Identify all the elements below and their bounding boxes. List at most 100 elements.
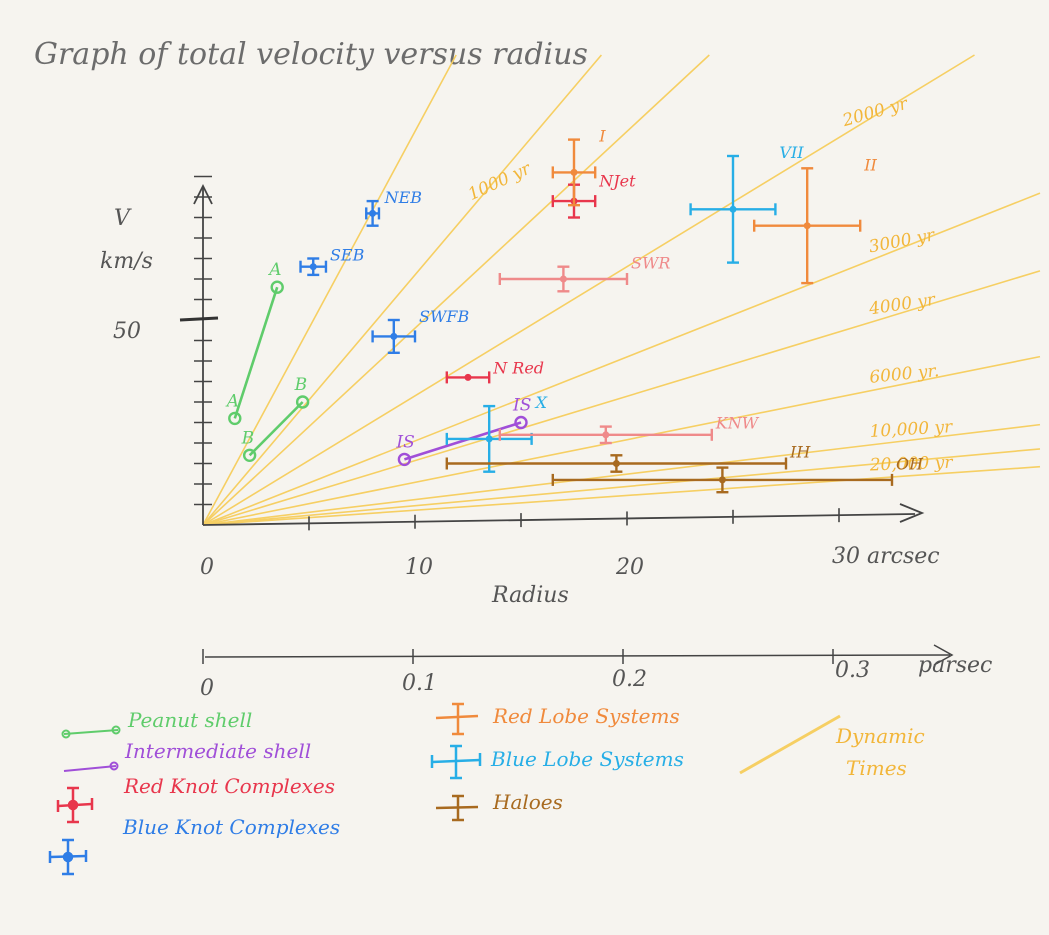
x-tick-label-30: 30 arcsec (832, 544, 940, 569)
parsec-tick-label-0-1: 0.1 (402, 671, 437, 696)
red-knot-complexes-point-label: N Red (492, 358, 544, 377)
peanut-shell-point (228, 411, 242, 426)
axis-ticks (194, 175, 840, 664)
blue-knot-complexes-marker (309, 263, 317, 271)
blue-lobe-systems-point (445, 404, 533, 473)
red-lobe-systems-point (551, 138, 597, 207)
haloes-marker (718, 476, 726, 484)
y-tick-50 (179, 316, 219, 322)
dynamic-time-label: 20,000 yr (868, 453, 953, 476)
dynamic-time-line (202, 54, 603, 526)
blue-knot-complexes-point-label: NEB (384, 188, 423, 207)
red-lobe-systems-point (753, 167, 862, 285)
legend-peanut-marker (111, 725, 121, 735)
dynamic-time-line (202, 423, 1041, 526)
chart-title: Graph of total velocity versus radius (34, 37, 588, 72)
red-knot-complexes-point-label: NJet (598, 172, 636, 191)
red-knot-complexes-marker (464, 373, 472, 381)
peanut-shell-point-label: B (294, 375, 308, 395)
blue-knot-complexes-marker (369, 209, 377, 217)
peanut-shell-point-label: B (241, 428, 255, 448)
unlabelled-point-label: KNW (715, 414, 760, 433)
unlabelled-point (498, 425, 713, 445)
x-tick-label-20: 20 (615, 555, 644, 580)
parsec-unit-label: parsec (918, 653, 992, 678)
haloes-marker (612, 460, 620, 467)
red-lobe-systems-point-label: I (598, 127, 606, 146)
haloes-point-label: OH (896, 455, 924, 474)
legend-peanut-marker (61, 729, 71, 739)
intermediate-shell-point (397, 452, 412, 467)
x-axis-arrow (899, 503, 925, 523)
legend: Peanut shell Intermediate shell Red Knot… (48, 702, 925, 876)
legend-red-knot-marker (56, 786, 94, 824)
x-axis-label: Radius (491, 583, 569, 608)
blue-lobe-systems-point (689, 154, 777, 264)
dynamic-time-label: 6000 yr. (869, 361, 941, 388)
y-axis-arrow (193, 183, 213, 205)
peanut-shell-point (242, 448, 257, 462)
legend-intermediate-marker (109, 761, 119, 771)
blue-lobe-systems-marker (485, 435, 493, 443)
blue-knot-complexes-point-label: SEB (330, 246, 365, 265)
parsec-tick-label-0: 0 (200, 676, 214, 701)
x-tick-label-0: 0 (200, 555, 214, 580)
peanut-shell-point-label: A (267, 260, 281, 280)
legend-peanut-swatch (63, 729, 119, 735)
axes (179, 183, 954, 666)
red-knot-complexes-point (445, 371, 491, 384)
legend-blue-lobe-label: Blue Lobe Systems (490, 747, 684, 771)
legend-red-knot-label: Red Knot Complexes (123, 774, 335, 798)
blue-knot-complexes-marker (390, 332, 398, 340)
haloes-point (445, 454, 788, 473)
intermediate-shell-point (514, 415, 528, 430)
dynamic-time-label: 4000 yr (867, 290, 937, 320)
unlabelled-marker (602, 431, 610, 439)
dynamic-time-line (202, 270, 1041, 526)
legend-blue-lobe-marker (430, 744, 482, 780)
dynamic-time-line (202, 465, 1041, 526)
legend-red-lobe-marker (435, 702, 479, 736)
x-axis (202, 513, 916, 526)
dynamic-time-line (202, 355, 1041, 526)
blue-lobe-systems-point-label: X (534, 393, 548, 412)
unlabelled-marker (559, 275, 567, 283)
legend-dynamic-label-2: Times (846, 756, 907, 780)
dynamic-time-label: 1000 yr (465, 158, 534, 204)
parsec-axis (204, 654, 951, 658)
peanut-shell-point (295, 395, 310, 409)
dynamic-time-label: 3000 yr (867, 225, 937, 257)
peanut-shell-segment (233, 286, 279, 419)
red-lobe-systems-point-label: II (863, 155, 877, 174)
haloes-point (551, 466, 894, 494)
legend-intermediate-label: Intermediate shell (124, 739, 311, 763)
parsec-tick-label-0-2: 0.2 (612, 667, 647, 692)
legend-dynamic-swatch (739, 714, 841, 775)
dynamic-time-line (202, 54, 457, 526)
x-tick-label-10: 10 (405, 555, 433, 580)
dynamic-time-line (202, 54, 975, 526)
blue-knot-complexes-point-label: SWFB (419, 307, 470, 326)
parsec-axis-arrow (933, 644, 954, 666)
legend-intermediate-swatch (63, 765, 117, 772)
blue-lobe-systems-point-label: VII (779, 143, 804, 162)
intermediate-shell-point-label: IS (395, 432, 414, 452)
intermediate-shell-segment (404, 421, 522, 461)
legend-haloes-marker (435, 794, 479, 822)
dynamic-time-label: 2000 yr (839, 94, 910, 132)
y-tick-label-50: 50 (113, 319, 141, 344)
red-lobe-systems-marker (570, 168, 578, 176)
unlabelled-point (498, 265, 629, 293)
legend-peanut-label: Peanut shell (127, 708, 252, 732)
peanut-shell-point (270, 280, 284, 294)
parsec-tick-label-0-3: 0.3 (835, 658, 870, 683)
blue-knot-complexes-point (299, 257, 328, 277)
intermediate-shell-point-label: IS (512, 396, 531, 416)
peanut-shell-point-label: A (225, 391, 239, 411)
haloes-point-label: IH (789, 442, 811, 461)
dynamic-time-label: 10,000 yr (869, 417, 954, 442)
y-axis-label-unit: km/s (100, 249, 153, 274)
legend-red-lobe-label: Red Lobe Systems (492, 704, 680, 728)
legend-blue-knot-label: Blue Knot Complexes (122, 815, 340, 839)
